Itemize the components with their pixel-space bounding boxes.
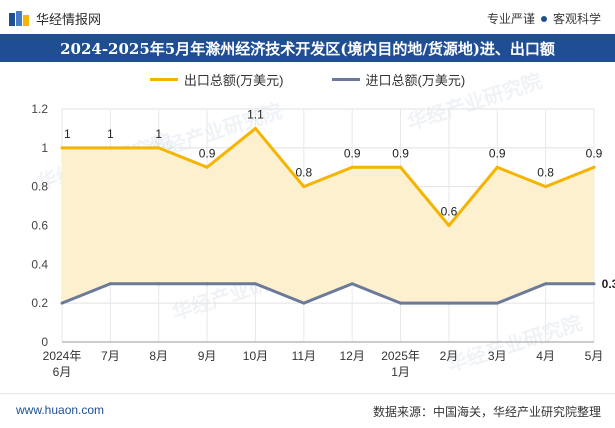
y-tick-label: 0.2 <box>31 296 48 310</box>
brand-logo-icon <box>9 10 29 26</box>
point-import <box>350 282 354 286</box>
y-tick-label: 0.4 <box>31 257 48 271</box>
legend-label-import: 进口总额(万美元) <box>365 73 466 88</box>
y-tick-label: 0.8 <box>31 180 48 194</box>
x-tick-label: 12月 <box>340 349 365 363</box>
x-tick-label: 9月 <box>198 349 217 363</box>
point-export <box>157 146 161 150</box>
top-bar: 华经情报网 专业严谨 客观科学 <box>0 0 615 34</box>
data-label-export: 1.1 <box>247 107 264 121</box>
legend-label-export: 出口总额(万美元) <box>183 73 284 88</box>
tagline-right: 客观科学 <box>552 12 601 26</box>
x-tick-label: 4月 <box>536 349 555 363</box>
point-import <box>205 282 209 286</box>
tagline-left: 专业严谨 <box>486 12 535 26</box>
area-fill-between-series <box>62 128 594 304</box>
point-import <box>108 282 112 286</box>
y-tick-label: 1.2 <box>31 102 48 116</box>
brand[interactable]: 华经情报网 <box>8 9 101 28</box>
series-line-export <box>62 126 595 227</box>
x-tick-label: 2025年 1月 <box>381 349 420 379</box>
point-import <box>157 282 161 286</box>
point-export <box>205 165 209 169</box>
legend-swatch-import <box>331 78 360 81</box>
point-export <box>302 185 306 189</box>
point-import <box>60 301 64 305</box>
series-layer <box>60 126 596 305</box>
data-label-export: 1 <box>107 127 114 141</box>
point-import <box>544 282 548 286</box>
series-line-import <box>61 282 594 305</box>
point-export <box>253 126 257 130</box>
data-label-export: 1 <box>64 127 71 141</box>
data-label-export: 0.9 <box>199 146 216 160</box>
tagline: 专业严谨 客观科学 <box>487 10 601 27</box>
data-label-export: 0.9 <box>392 146 409 160</box>
data-label-export: 0.6 <box>441 205 458 219</box>
x-tick-label: 7月 <box>101 349 120 363</box>
chart-title-bar: 2024-2025年5月年滁州经济技术开发区(境内目的地/货源地)进、出口额 <box>0 34 615 62</box>
point-import <box>399 301 403 305</box>
x-tick-label: 8月 <box>149 349 168 363</box>
footer-source: 数据来源：中国海关，华经产业研究院整理 <box>372 405 601 419</box>
legend-swatch-export <box>149 78 178 81</box>
x-tick-label: 3月 <box>488 349 507 363</box>
footer: www.huaon.com 数据来源：中国海关，华经产业研究院整理 <box>0 393 615 428</box>
point-export <box>60 146 64 150</box>
watermark-text: 华经产业研究院 <box>404 69 545 135</box>
data-label-export: 0.9 <box>586 146 603 160</box>
area-layer <box>62 128 594 304</box>
legend-item-export[interactable]: 出口总额(万美元) <box>149 70 284 89</box>
brand-name: 华经情报网 <box>36 12 102 27</box>
x-tick-label: 2月 <box>440 349 459 363</box>
data-label-import-last: 0.3 <box>602 277 615 291</box>
watermark-text: 华经产业研究院 <box>444 311 585 377</box>
point-export <box>544 185 548 189</box>
x-tick-label: 2024年 6月 <box>43 349 82 379</box>
data-label-export: 0.8 <box>537 166 554 180</box>
point-export <box>350 165 354 169</box>
point-import <box>495 301 499 305</box>
data-label-export: 0.9 <box>489 146 506 160</box>
legend-item-import[interactable]: 进口总额(万美元) <box>331 70 466 89</box>
point-import <box>302 301 306 305</box>
point-import <box>592 282 596 286</box>
data-label-export: 1 <box>155 127 162 141</box>
point-export <box>108 146 112 150</box>
point-import <box>253 282 257 286</box>
data-label-layer: 1 1 1 0.9 1.1 0.8 0.9 0.9 0.6 0.9 0.8 0.9 0.3 <box>64 107 615 290</box>
chart-legend: 出口总额(万美元) 进口总额(万美元) <box>0 70 615 89</box>
point-export <box>447 224 451 227</box>
point-export <box>495 165 499 169</box>
tagline-dot-icon <box>540 15 547 22</box>
x-tick-label: 11月 <box>292 349 316 363</box>
data-label-export: 0.9 <box>344 146 361 160</box>
y-tick-label: 0.6 <box>31 219 48 233</box>
point-import <box>447 301 451 305</box>
point-export <box>399 165 403 169</box>
y-tick-label: 1 <box>41 141 48 155</box>
x-tick-label: 5月 <box>585 349 604 363</box>
x-tick-label: 10月 <box>243 349 268 363</box>
data-label-export: 0.8 <box>295 166 312 180</box>
y-tick-label: 0 <box>41 335 48 349</box>
footer-website-link[interactable]: www.huaon.com <box>16 403 105 417</box>
chart-title: 2024-2025年5月年滁州经济技术开发区(境内目的地/货源地)进、出口额 <box>60 39 555 58</box>
point-export <box>592 165 596 169</box>
